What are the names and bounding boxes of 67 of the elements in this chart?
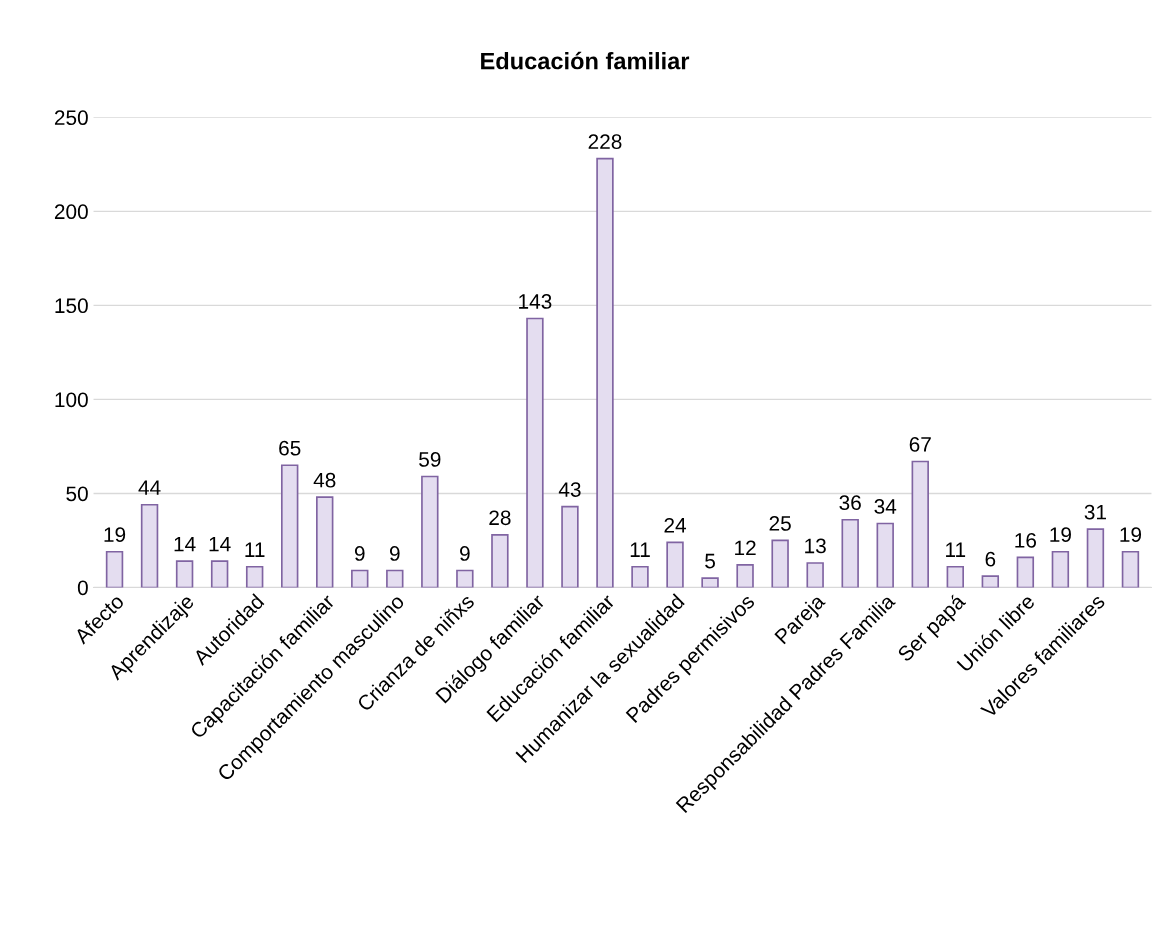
bar: [561, 505, 579, 588]
bar: [316, 496, 334, 588]
bar: [351, 569, 369, 588]
data-label: 13: [805, 538, 826, 554]
data-label: 14: [209, 536, 231, 552]
bar: [526, 317, 544, 588]
bar: [981, 575, 1000, 588]
data-label: 31: [1084, 504, 1106, 520]
bar: [911, 460, 929, 588]
bar: [806, 562, 824, 588]
data-label: 59: [419, 452, 441, 467]
data-label: 11: [630, 542, 650, 557]
bar: [1086, 528, 1105, 588]
y-tick-label: 50: [66, 486, 88, 502]
bar: [946, 565, 965, 588]
data-label: 24: [664, 517, 687, 533]
y-tick-label: 0: [77, 580, 88, 596]
data-label: 34: [874, 499, 897, 514]
bar: [105, 550, 124, 588]
y-tick-label: 200: [54, 204, 88, 220]
y-tick-label: 100: [55, 392, 88, 408]
data-label: 11: [946, 542, 966, 557]
data-label: 36: [839, 495, 861, 511]
data-label: 9: [389, 546, 400, 561]
bar: [210, 560, 229, 588]
y-tick-label: 250: [54, 110, 88, 126]
bar: [140, 503, 159, 588]
bar: [1051, 550, 1070, 588]
bar: [421, 475, 439, 588]
data-label: 228: [588, 134, 622, 149]
bar: [456, 569, 474, 588]
data-label: 9: [354, 546, 365, 561]
data-label: 12: [735, 540, 756, 556]
bar: [1016, 556, 1035, 588]
chart-title: Educación familiar: [481, 51, 690, 70]
bar: [841, 518, 859, 588]
data-label: 143: [519, 294, 552, 309]
data-label: 9: [460, 546, 470, 561]
bar: [491, 533, 509, 588]
data-label: 25: [769, 516, 791, 531]
data-label: 19: [104, 527, 126, 543]
bar: [386, 569, 404, 588]
data-label: 43: [558, 482, 581, 497]
data-label: 11: [245, 542, 265, 557]
data-label: 48: [313, 472, 336, 488]
data-label: 19: [1050, 527, 1071, 543]
data-label: 44: [138, 480, 161, 495]
bar: [1121, 550, 1140, 588]
bar: [596, 157, 614, 588]
data-label: 67: [909, 437, 931, 452]
data-label: 19: [1120, 527, 1142, 543]
bar: [631, 565, 649, 588]
data-label: 14: [174, 536, 196, 552]
bar: [876, 522, 894, 588]
bar: [771, 539, 789, 588]
bar: [280, 464, 299, 588]
y-tick-label: 150: [55, 298, 88, 314]
bar: [666, 541, 684, 588]
data-label: 6: [985, 551, 996, 567]
bar: [701, 577, 719, 588]
bar: [175, 560, 194, 588]
data-label: 16: [1015, 532, 1037, 548]
data-label: 28: [489, 510, 511, 526]
bar: [736, 564, 754, 588]
data-label: 65: [279, 440, 301, 456]
bar: [245, 565, 264, 588]
data-label: 5: [705, 553, 715, 569]
